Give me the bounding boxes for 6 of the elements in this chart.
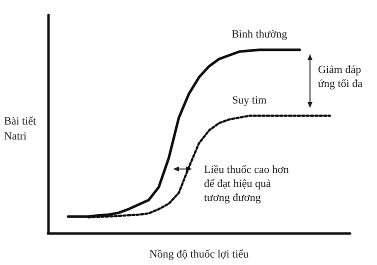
annotation: Giảm đáp ứng tối đa <box>318 64 363 90</box>
y-axis-title: Bài tiết Natri <box>4 116 36 142</box>
x-axis-title: Nồng độ thuốc lợi tiểu <box>149 248 250 260</box>
series-label: Bình thường <box>232 28 288 40</box>
annotation: Liều thuốc cao hơn để đạt hiệu quả tương đương <box>204 164 290 204</box>
series-label: Suy tim <box>232 94 268 106</box>
